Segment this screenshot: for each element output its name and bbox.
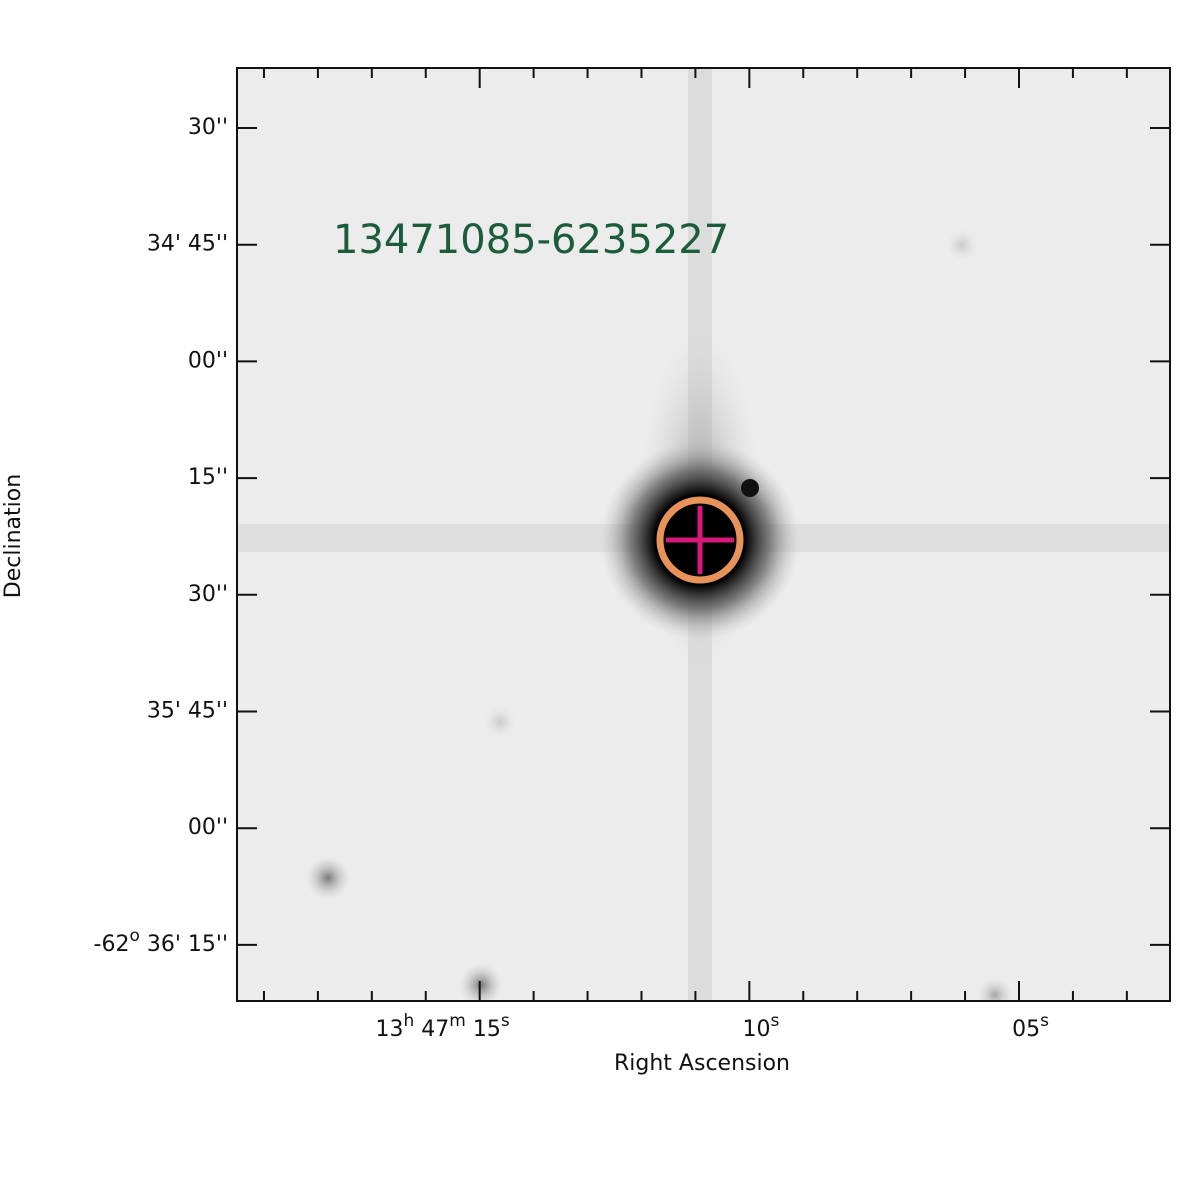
y-tick-label: -62o 36' 15'': [94, 926, 228, 957]
x-tick-label: 13h 47m 15s: [375, 1011, 509, 1042]
y-axis-label: Declination: [1, 474, 26, 598]
y-tick-label: 00'': [188, 815, 228, 840]
y-tick-label: 30'': [188, 115, 228, 140]
y-tick-label: 30'': [188, 582, 228, 607]
y-tick-label: 34' 45'': [147, 232, 228, 257]
source-name: 13471085-6235227: [333, 217, 729, 263]
plot-frame: [236, 67, 1171, 1002]
x-axis-label: Right Ascension: [614, 1051, 790, 1076]
y-tick-label: 35' 45'': [147, 698, 228, 723]
x-tick-label: 05s: [1012, 1011, 1049, 1042]
y-tick-label: 15'': [188, 465, 228, 490]
y-tick-label: 00'': [188, 348, 228, 373]
x-tick-label: 10s: [742, 1011, 779, 1042]
sky-image: [237, 68, 1170, 1001]
target-circle: [656, 496, 744, 584]
